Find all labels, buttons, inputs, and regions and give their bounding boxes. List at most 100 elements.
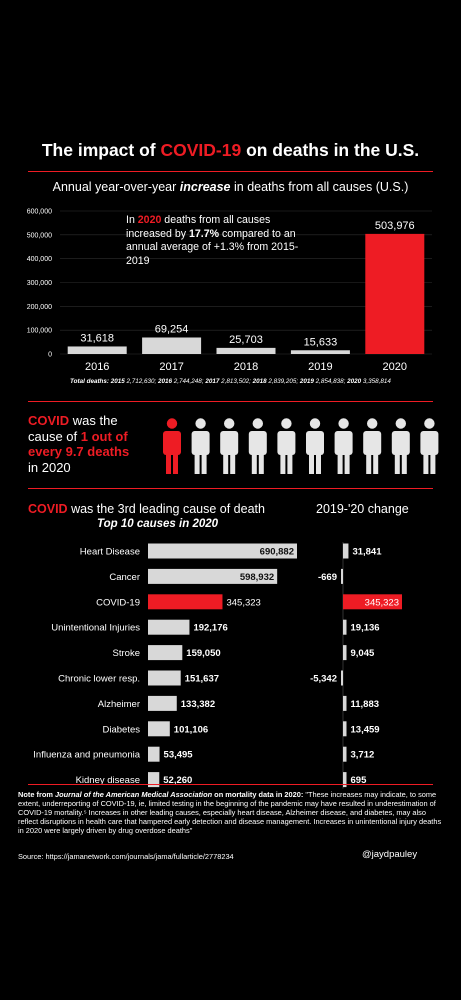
person-icon xyxy=(248,418,267,474)
category-label: Influenza and pneumonia xyxy=(33,750,140,761)
person-icon xyxy=(191,418,210,474)
cause-value-label: 53,495 xyxy=(164,750,194,761)
change-value-label: 9,045 xyxy=(351,648,375,659)
cause-bar xyxy=(148,746,160,762)
change-value-label: 11,883 xyxy=(351,699,380,710)
x-tick-label: 2017 xyxy=(159,361,183,373)
y-tick-label: 100,000 xyxy=(27,328,52,335)
category-label: Heart Disease xyxy=(80,547,140,558)
change-bar xyxy=(343,746,347,762)
cause-bar xyxy=(148,695,177,711)
change-bar xyxy=(343,594,402,610)
change-bar xyxy=(343,619,347,635)
change-value-label: -5,342 xyxy=(310,674,337,685)
bar-value-label: 503,976 xyxy=(375,220,415,232)
cause-value-label: 101,106 xyxy=(174,724,208,735)
source-link: Source: https://jamanetwork.com/journals… xyxy=(18,852,234,861)
change-chart-title: 2019-'20 change xyxy=(316,502,409,516)
y-tick-label: 0 xyxy=(48,352,52,359)
total-deaths-value: 3,358,814 xyxy=(362,378,391,385)
bar-value-label: 25,703 xyxy=(229,334,263,346)
chart2-subtitle: Top 10 causes in 2020 xyxy=(97,518,219,530)
total-deaths-year: 2019 xyxy=(299,378,316,385)
cause-value-label: 151,637 xyxy=(185,674,219,685)
y-tick-label: 300,000 xyxy=(27,280,52,287)
category-label: Alzheimer xyxy=(98,699,140,710)
category-label: COVID-19 xyxy=(96,597,140,608)
person-icon xyxy=(334,418,353,474)
change-value-label: 13,459 xyxy=(351,724,380,735)
person-icon xyxy=(391,418,410,474)
chart1-annotation: In 2020 deaths from all causes increased… xyxy=(126,214,299,267)
cause-value-label: 52,260 xyxy=(163,775,192,786)
change-value-label: 345,323 xyxy=(365,597,399,608)
total-deaths-value: 2,854,838; xyxy=(315,378,348,385)
total-deaths-value: 2,813,502; xyxy=(221,378,253,385)
total-deaths-year: 2016 xyxy=(158,378,174,385)
y-tick-label: 400,000 xyxy=(27,256,52,263)
total-deaths-year: 2018 xyxy=(252,378,269,385)
change-bar xyxy=(343,772,347,788)
person-icon xyxy=(163,418,181,474)
bar xyxy=(216,347,276,354)
chart2-title: COVID was the 3rd leading cause of death xyxy=(28,502,265,516)
cause-value-label: 133,382 xyxy=(181,699,215,710)
change-bar xyxy=(343,645,347,661)
chart1-subtitle: Annual year-over-year increase in deaths… xyxy=(52,180,409,194)
total-deaths-value: 2,712,630; xyxy=(126,378,159,385)
bar-value-label: 15,633 xyxy=(304,336,338,348)
page-title: The impact of COVID-19 on deaths in the … xyxy=(41,140,420,160)
covid-stat-text: COVID was the cause of 1 out of every 9.… xyxy=(28,413,130,475)
cause-bar xyxy=(148,543,297,559)
bar xyxy=(142,337,202,354)
cause-bar xyxy=(148,772,160,788)
cause-bar xyxy=(148,568,278,584)
footnote: Note from Journal of the American Medica… xyxy=(18,790,442,835)
bar xyxy=(67,346,127,354)
change-bar xyxy=(343,543,349,559)
people-icons xyxy=(163,418,439,474)
total-deaths-line: Total deaths: 2015 2,712,630; 2016 2,744… xyxy=(0,378,461,385)
title-highlight: COVID-19 xyxy=(160,140,242,160)
divider-top xyxy=(28,171,433,172)
bar xyxy=(290,350,350,354)
total-deaths-value: 2,744,248; xyxy=(173,378,206,385)
person-icon xyxy=(220,418,239,474)
cause-value-label: 192,176 xyxy=(193,623,227,634)
change-value-label: 31,841 xyxy=(352,547,382,558)
cause-bar xyxy=(148,645,183,661)
category-label: Stroke xyxy=(113,648,140,659)
change-bar xyxy=(343,695,347,711)
category-label: Chronic lower resp. xyxy=(58,674,140,685)
bar-value-label: 31,618 xyxy=(80,332,114,344)
top-causes-chart: Heart Disease 690,882 Cancer 598,932 COVID-1… xyxy=(33,542,402,789)
y-tick-label: 500,000 xyxy=(27,232,52,239)
cause-bar xyxy=(148,670,181,686)
cause-bar xyxy=(148,594,223,610)
change-value-label: -669 xyxy=(318,572,337,583)
person-icon xyxy=(306,418,324,474)
change-bar xyxy=(343,721,347,737)
total-deaths-year: 2015 xyxy=(110,378,127,385)
change-bar xyxy=(341,568,343,584)
person-icon xyxy=(363,418,382,474)
x-tick-label: 2018 xyxy=(234,361,258,373)
person-icon xyxy=(277,418,296,474)
change-value-label: 19,136 xyxy=(351,623,380,634)
x-tick-label: 2016 xyxy=(85,361,109,373)
y-tick-label: 600,000 xyxy=(27,209,52,216)
category-label: Diabetes xyxy=(103,724,141,735)
change-bar xyxy=(341,670,343,686)
cause-value-label: 598,932 xyxy=(240,572,274,583)
total-deaths-value: 2,839,205; xyxy=(268,378,300,385)
divider-stat-bottom xyxy=(28,488,433,489)
cause-bar xyxy=(148,619,190,635)
x-tick-label: 2020 xyxy=(383,361,407,373)
change-value-label: 3,712 xyxy=(351,750,375,761)
bar-value-label: 69,254 xyxy=(155,323,189,335)
cause-bar xyxy=(148,721,170,737)
person-icon xyxy=(420,418,439,474)
x-tick-label: 2019 xyxy=(308,361,332,373)
category-label: Unintentional Injuries xyxy=(51,623,140,634)
total-deaths-year: 2017 xyxy=(205,378,222,385)
